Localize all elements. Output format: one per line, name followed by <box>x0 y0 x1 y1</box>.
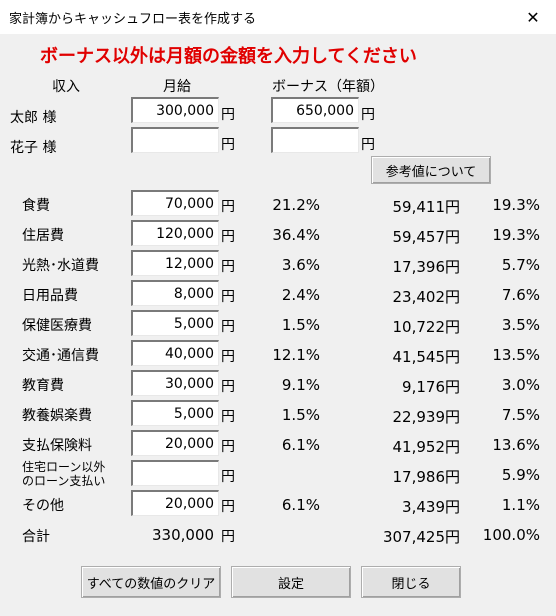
yen-label: 円 <box>221 529 235 545</box>
expense-pct: 2.4% <box>281 286 320 304</box>
reference-values-button[interactable]: 参考値について <box>371 156 491 184</box>
expense-ref-pct: 19.3% <box>492 226 540 244</box>
expense-pct: 12.1% <box>272 346 320 364</box>
close-button[interactable]: 閉じる <box>361 566 461 598</box>
expense-input[interactable] <box>131 460 219 486</box>
expense-input[interactable]: 20,000 <box>131 490 219 516</box>
expense-pct: 21.2% <box>272 196 320 214</box>
header-bonus: ボーナス（年額） <box>272 79 384 95</box>
yen-label: 円 <box>221 319 235 335</box>
expense-input[interactable]: 5,000 <box>131 310 219 336</box>
expense-label: 食費 <box>22 198 50 214</box>
expense-ref-pct: 3.5% <box>501 316 540 334</box>
expense-ref-amount: 23,402円 <box>392 288 461 306</box>
yen-label: 円 <box>221 259 235 275</box>
expense-pct: 6.1% <box>281 496 320 514</box>
yen-label: 円 <box>221 199 235 215</box>
expense-pct: 1.5% <box>281 316 320 334</box>
settings-button[interactable]: 設定 <box>231 566 351 598</box>
expense-input[interactable]: 30,000 <box>131 370 219 396</box>
expense-ref-pct: 3.0% <box>501 376 540 394</box>
expense-ref-amount: 41,545円 <box>392 348 461 366</box>
expense-input[interactable]: 120,000 <box>131 220 219 246</box>
total-label: 合計 <box>22 529 50 545</box>
expense-label: 日用品費 <box>22 288 78 304</box>
yen-label: 円 <box>361 137 375 153</box>
expense-ref-pct: 5.9% <box>501 466 540 484</box>
hanako-bonus-input[interactable] <box>271 127 359 153</box>
yen-label: 円 <box>221 409 235 425</box>
expense-ref-amount: 59,411円 <box>392 198 461 216</box>
expense-ref-pct: 7.5% <box>501 406 540 424</box>
expense-ref-pct: 13.6% <box>492 436 540 454</box>
expense-label: その他 <box>22 498 64 514</box>
expense-ref-amount: 17,396円 <box>392 258 461 276</box>
expense-pct: 3.6% <box>281 256 320 274</box>
expense-label-line2: のローン支払い <box>22 474 106 488</box>
yen-label: 円 <box>221 137 235 153</box>
expense-ref-amount: 10,722円 <box>392 318 461 336</box>
header-income: 収入 <box>52 79 80 95</box>
instruction-notice: ボーナス以外は月額の金額を入力してください <box>40 46 417 67</box>
taro-monthly-input[interactable]: 300,000 <box>131 97 219 123</box>
yen-label: 円 <box>221 379 235 395</box>
expense-pct: 6.1% <box>281 436 320 454</box>
yen-label: 円 <box>361 107 375 123</box>
income-name-hanako: 花子 様 <box>10 140 57 156</box>
expense-pct: 36.4% <box>272 226 320 244</box>
total-ref-pct: 100.0% <box>482 526 540 544</box>
close-icon[interactable]: ✕ <box>526 7 540 27</box>
expense-label: 教養娯楽費 <box>22 408 92 424</box>
title-bar: 家計簿からキャッシュフロー表を作成する ✕ <box>0 0 556 34</box>
header-monthly: 月給 <box>163 79 191 95</box>
total-ref-amount: 307,425円 <box>382 528 460 546</box>
hanako-monthly-input[interactable] <box>131 127 219 153</box>
expense-input[interactable]: 40,000 <box>131 340 219 366</box>
expense-label: 光熱･水道費 <box>22 258 99 274</box>
expense-pct: 1.5% <box>281 406 320 424</box>
expense-ref-amount: 22,939円 <box>392 408 461 426</box>
income-name-taro: 太郎 様 <box>10 110 57 126</box>
expense-label: 住居費 <box>22 228 64 244</box>
expense-label: 教育費 <box>22 378 64 394</box>
expense-ref-pct: 13.5% <box>492 346 540 364</box>
yen-label: 円 <box>221 499 235 515</box>
yen-label: 円 <box>221 439 235 455</box>
yen-label: 円 <box>221 349 235 365</box>
total-value: 330,000 <box>152 526 215 544</box>
yen-label: 円 <box>221 469 235 485</box>
expense-label: 交通･通信費 <box>22 348 99 364</box>
expense-ref-pct: 19.3% <box>492 196 540 214</box>
expense-ref-amount: 3,439円 <box>402 498 460 516</box>
taro-bonus-input[interactable]: 650,000 <box>271 97 359 123</box>
expense-input[interactable]: 70,000 <box>131 190 219 216</box>
expense-label-line1: 住宅ローン以外 <box>22 460 106 474</box>
expense-ref-amount: 17,986円 <box>392 468 461 486</box>
expense-ref-amount: 9,176円 <box>402 378 460 396</box>
expense-pct: 9.1% <box>281 376 320 394</box>
expense-input[interactable]: 5,000 <box>131 400 219 426</box>
expense-label: 支払保険料 <box>22 438 92 454</box>
expense-ref-pct: 1.1% <box>501 496 540 514</box>
yen-label: 円 <box>221 289 235 305</box>
expense-input[interactable]: 20,000 <box>131 430 219 456</box>
yen-label: 円 <box>221 229 235 245</box>
yen-label: 円 <box>221 107 235 123</box>
expense-ref-pct: 7.6% <box>501 286 540 304</box>
window-title: 家計簿からキャッシュフロー表を作成する <box>9 12 257 27</box>
expense-label: 保健医療費 <box>22 318 92 334</box>
expense-ref-amount: 41,952円 <box>392 438 461 456</box>
expense-ref-pct: 5.7% <box>501 256 540 274</box>
expense-input[interactable]: 8,000 <box>131 280 219 306</box>
clear-all-button[interactable]: すべての数値のクリア <box>81 566 221 598</box>
expense-input[interactable]: 12,000 <box>131 250 219 276</box>
expense-ref-amount: 59,457円 <box>392 228 461 246</box>
dialog-body: ボーナス以外は月額の金額を入力してください 収入 月給 ボーナス（年額） 太郎 … <box>0 34 556 616</box>
